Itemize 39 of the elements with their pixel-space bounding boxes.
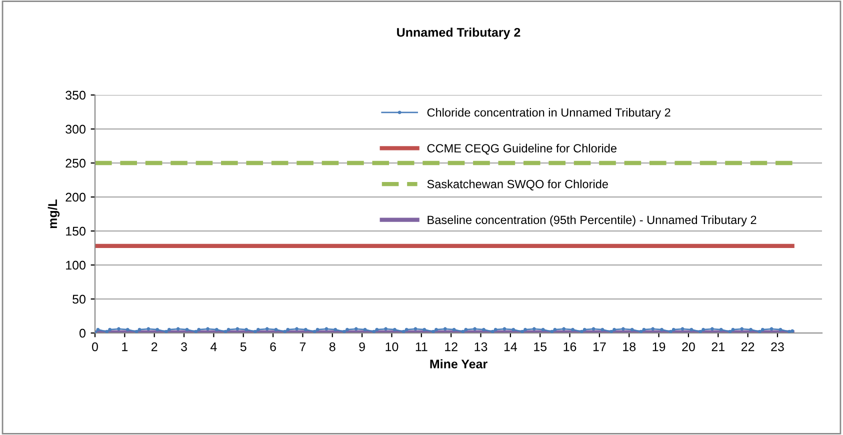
x-tick-label: 2 [152, 342, 158, 352]
x-tick-label: 7 [300, 342, 306, 352]
x-tick-label: 9 [359, 342, 365, 352]
y-axis-title: mg/L [48, 199, 60, 228]
x-tick-label: 4 [210, 342, 217, 352]
x-tick-label: 20 [682, 342, 695, 352]
x-tick-label: 15 [534, 342, 547, 352]
x-tick-label: 0 [92, 342, 98, 352]
y-tick-label: 250 [66, 158, 86, 168]
y-tick-label: 300 [66, 124, 86, 134]
x-tick-label: 1 [122, 342, 128, 352]
y-tick-label: 150 [66, 226, 86, 236]
x-tick-label: 6 [270, 342, 276, 352]
x-tick-label: 12 [445, 342, 458, 352]
legend-label: Baseline concentration (95th Percentile) - Unnamed Tributary 2 [428, 215, 756, 226]
x-tick-label: 8 [329, 342, 336, 352]
legend-label: Chloride concentration in Unnamed Tributary 2 [427, 108, 670, 120]
x-tick-label: 18 [623, 342, 636, 352]
x-tick-label: 3 [181, 342, 187, 352]
x-tick-label: 13 [474, 342, 488, 352]
x-tick-label: 11 [416, 342, 428, 352]
legend-label: Saskatchewan SWQO for Chloride [427, 180, 608, 190]
x-tick-label: 23 [771, 342, 784, 352]
x-tick-label: 14 [504, 342, 518, 352]
x-tick-label: 16 [564, 342, 576, 352]
chart-title: Unnamed Tributary 2 [397, 28, 520, 40]
x-tick-label: 17 [593, 342, 606, 352]
y-tick-label: 0 [80, 328, 86, 338]
y-tick-label: 350 [66, 90, 86, 100]
x-tick-label: 21 [712, 342, 724, 352]
legend-label: CCME CEQG Guideline for Chloride [427, 144, 616, 155]
x-axis-title: Mine Year [430, 359, 488, 368]
y-tick-label: 50 [72, 294, 86, 304]
x-tick-label: 19 [652, 342, 666, 352]
x-tick-label: 10 [386, 342, 398, 352]
y-tick-label: 100 [66, 260, 86, 270]
x-tick-label: 5 [240, 342, 246, 352]
x-tick-label: 22 [741, 342, 754, 352]
y-tick-label: 200 [66, 192, 86, 202]
